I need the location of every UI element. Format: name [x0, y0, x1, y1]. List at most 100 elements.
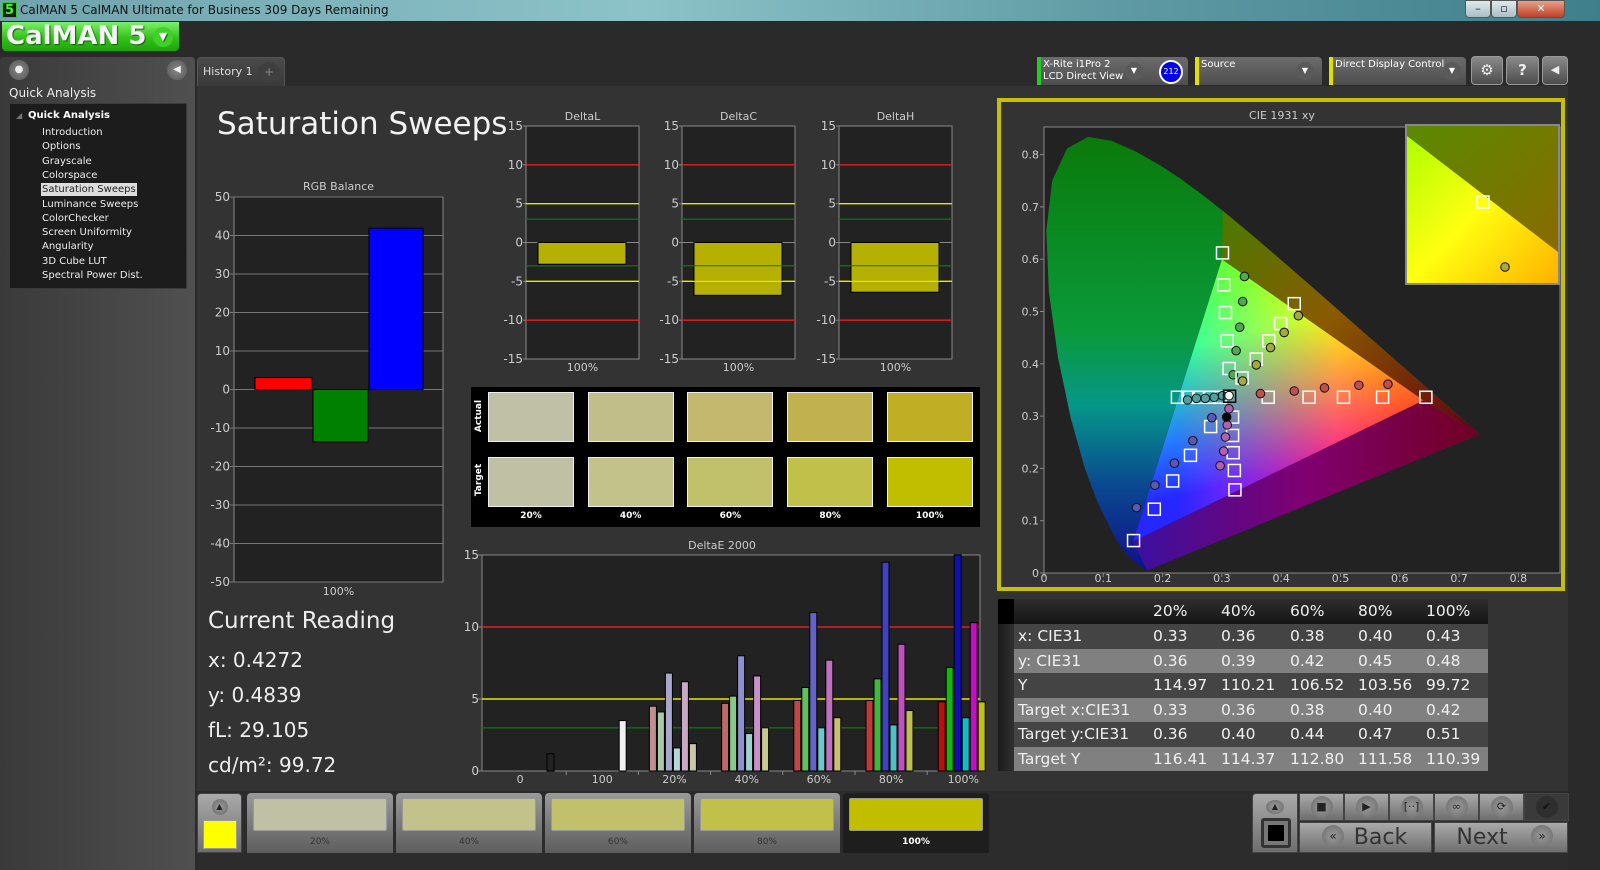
- back-button[interactable]: « Back: [1299, 822, 1432, 853]
- tree-root[interactable]: Quick Analysis: [28, 110, 110, 121]
- next-button[interactable]: Next »: [1434, 822, 1568, 853]
- measured-point: [1319, 383, 1330, 393]
- measured-point: [1231, 345, 1241, 356]
- column-header: 80%: [1358, 602, 1393, 620]
- sidebar-item[interactable]: Grayscale: [42, 155, 92, 167]
- deltae-bar: [680, 681, 689, 772]
- measured-point: [1239, 271, 1250, 282]
- measured-point: [1289, 386, 1300, 396]
- deltae-bar: [817, 727, 826, 772]
- target-marker: [1218, 305, 1233, 320]
- deltae-bar: [977, 701, 986, 772]
- y-tick-label: -10: [816, 313, 836, 327]
- y-tick-label: -5: [667, 274, 679, 288]
- calman-logo-menu[interactable]: CalMAN 5 ▼: [2, 22, 179, 51]
- actual-swatch: [787, 392, 874, 442]
- deltae-bar: [905, 710, 914, 772]
- bottom-swatch-60%[interactable]: 60%: [545, 793, 691, 853]
- current-color-toggle[interactable]: ▲: [197, 793, 242, 853]
- deltae-bar: [721, 702, 730, 772]
- gamut-shading: [1132, 259, 1424, 542]
- rgb-bar-1: [312, 389, 369, 443]
- x-tick-label: 0.8: [1510, 572, 1528, 585]
- bottom-swatch-80%[interactable]: 80%: [694, 793, 840, 853]
- meter-badge[interactable]: 212: [1159, 60, 1183, 84]
- sidebar-item[interactable]: Saturation Sweeps: [41, 183, 137, 197]
- chevron-down-icon: ▼: [1443, 62, 1461, 80]
- display-label: Direct Display Control: [1335, 59, 1445, 70]
- refresh-button[interactable]: ⟳: [1479, 793, 1524, 821]
- row-gutter: [998, 697, 1014, 722]
- x-tick-label: 100: [592, 773, 613, 786]
- y-tick-label: 10: [664, 158, 679, 172]
- x-tick-label: 0: [1041, 572, 1048, 585]
- settings-button[interactable]: ⚙: [1471, 56, 1503, 85]
- y-tick-label: -10: [210, 421, 230, 435]
- maximize-button[interactable]: ▫: [1491, 0, 1517, 18]
- sidebar-item[interactable]: Options: [42, 141, 81, 153]
- bottom-swatch-20%[interactable]: 20%: [247, 793, 393, 853]
- collapse-sidebar-button[interactable]: ◀: [167, 60, 187, 80]
- add-tab-button[interactable]: +: [258, 62, 280, 82]
- table-row: Target Y 116.41 114.37 112.80 111.58 110.39: [998, 746, 1488, 771]
- chevron-up-icon: ▲: [211, 799, 228, 815]
- sidebar-item[interactable]: ColorChecker: [42, 212, 109, 224]
- source-selector[interactable]: Source ▼: [1195, 57, 1322, 85]
- deltae-bar: [664, 672, 673, 772]
- sidebar-item[interactable]: Spectral Power Dist.: [42, 270, 143, 281]
- measured-point: [1218, 446, 1229, 456]
- y-tick-label: 0.1: [1022, 515, 1040, 528]
- deltae-bar: [881, 561, 890, 772]
- y-tick-label: 0.3: [1022, 410, 1040, 423]
- current-reading-title: Current Reading: [208, 608, 396, 634]
- play-button[interactable]: ▶: [1344, 793, 1389, 821]
- sidebar-item[interactable]: Screen Uniformity: [42, 227, 132, 239]
- collapse-right-button[interactable]: ◀: [1542, 56, 1568, 85]
- bottom-swatch-40%[interactable]: 40%: [396, 793, 542, 853]
- row-gutter: [998, 722, 1014, 747]
- zoom-inset: [1405, 124, 1560, 285]
- chevron-down-icon: ▼: [153, 27, 173, 47]
- display-status-stripe: [1329, 57, 1333, 85]
- current-color-swatch: [203, 820, 237, 849]
- y-tick-label: 0.4: [1022, 358, 1040, 371]
- title-bar: CalMAN 5 CalMAN Ultimate for Business 30…: [0, 0, 1600, 21]
- help-button[interactable]: ?: [1506, 56, 1539, 85]
- y-tick-label: 40: [215, 229, 230, 243]
- loop-button[interactable]: ∞: [1434, 793, 1479, 821]
- column-header: 40%: [1221, 602, 1256, 620]
- y-tick-label: 5: [471, 692, 479, 706]
- reading-fl: fL: 29.105: [208, 718, 310, 742]
- chevron-up-icon[interactable]: ▲: [1266, 800, 1284, 814]
- pin-icon[interactable]: ●: [9, 60, 29, 80]
- table-cell: 0.33: [1153, 627, 1188, 645]
- meter-selector[interactable]: X-Rite i1Pro 2 LCD Direct View ▼ 212: [1037, 57, 1188, 85]
- y-tick-label: -15: [659, 352, 679, 366]
- y-tick-label: 50: [215, 190, 230, 204]
- record-stop-button[interactable]: [1261, 818, 1291, 848]
- target-marker: [1215, 246, 1230, 260]
- fit-button[interactable]: [··]: [1389, 793, 1434, 821]
- deltae-bar: [761, 727, 770, 772]
- deltae-bar: [656, 711, 665, 772]
- display-control-selector[interactable]: Direct Display Control ▼: [1329, 57, 1466, 85]
- sidebar-item[interactable]: Luminance Sweeps: [42, 198, 139, 210]
- sidebar-item[interactable]: 3D Cube LUT: [42, 255, 107, 267]
- inset-measured-point: [1500, 262, 1510, 272]
- check-button[interactable]: ✔: [1524, 793, 1569, 821]
- y-tick-label: 5: [671, 197, 679, 211]
- sidebar-item[interactable]: Angularity: [42, 241, 94, 253]
- measured-point: [1265, 342, 1276, 353]
- minimize-button[interactable]: –: [1465, 0, 1491, 18]
- chart-title: DeltaL: [565, 110, 601, 123]
- tree-expand-icon[interactable]: ◢: [16, 111, 23, 120]
- close-button[interactable]: ✕: [1517, 0, 1565, 18]
- table-cell: 116.41: [1153, 749, 1208, 768]
- sidebar-item[interactable]: Introduction: [42, 127, 103, 138]
- y-tick-label: -20: [210, 460, 230, 474]
- sidebar-item[interactable]: Colorspace: [42, 169, 98, 181]
- x-tick-label: 40%: [734, 773, 758, 786]
- bottom-swatch-100%[interactable]: 100%: [843, 793, 989, 853]
- x-tick-label: 0.5: [1332, 572, 1350, 585]
- stop-button[interactable]: ■: [1299, 793, 1344, 821]
